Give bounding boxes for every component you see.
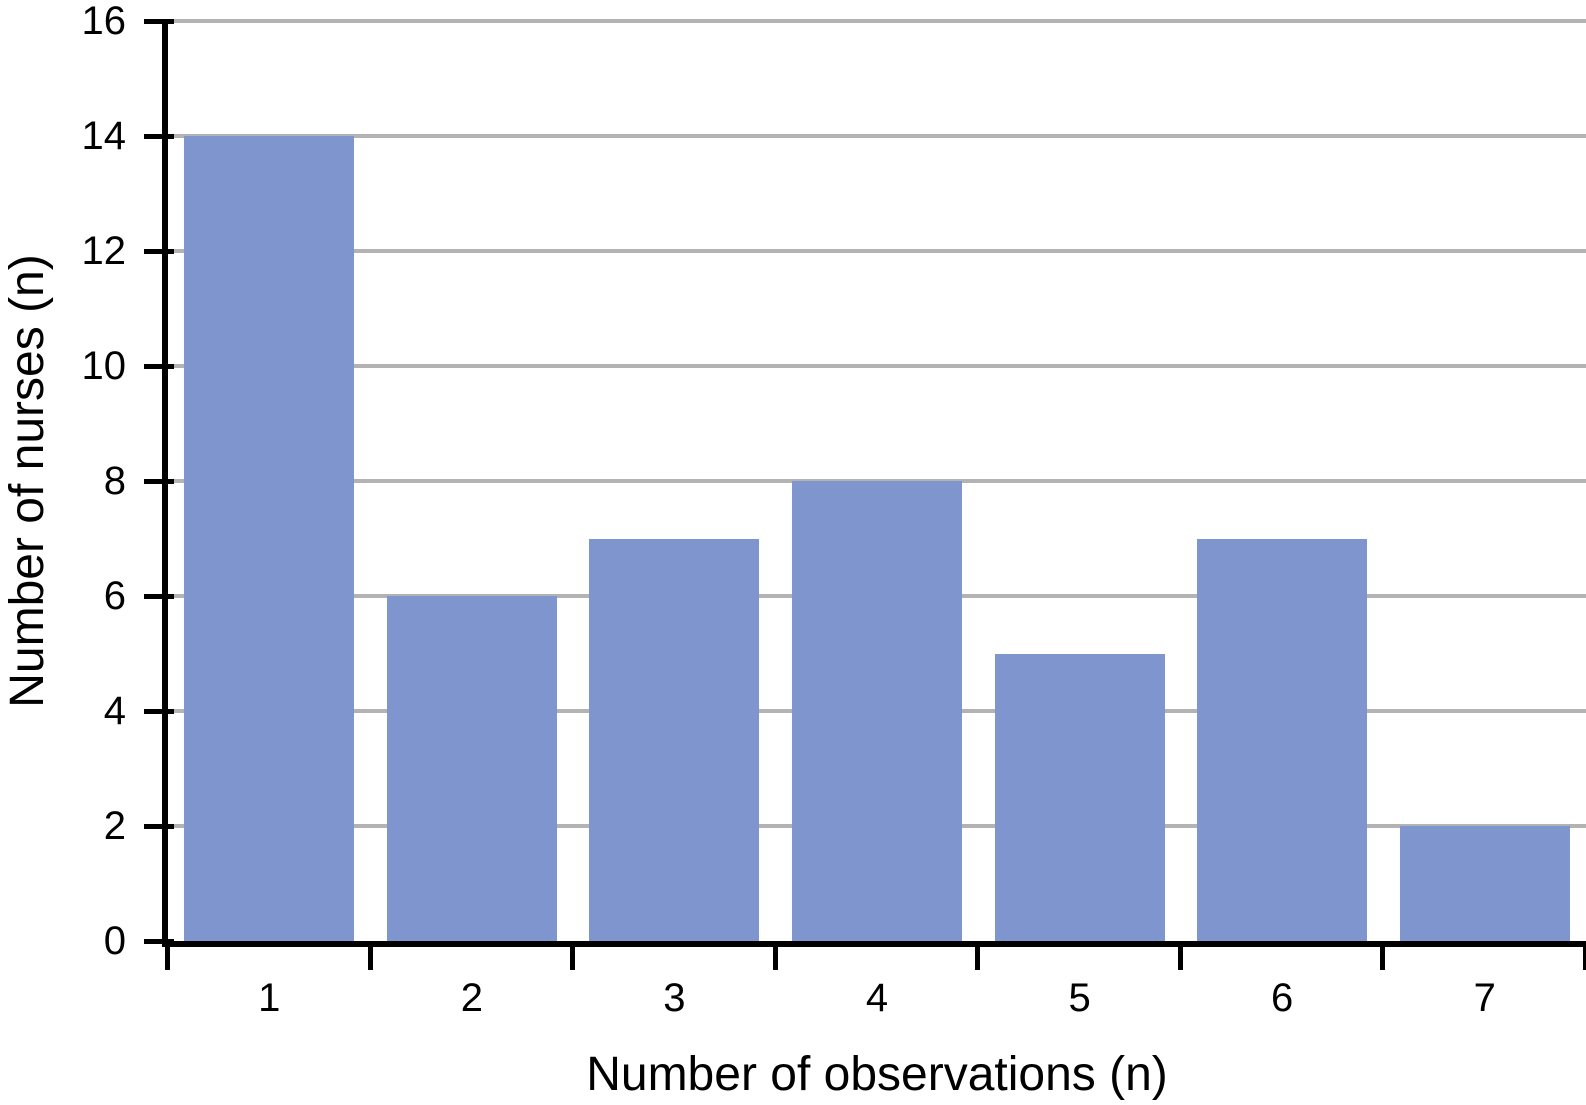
y-tick-label: 6 [103, 574, 126, 618]
y-tick [144, 249, 174, 254]
y-tick-label: 12 [81, 229, 127, 273]
x-tick [570, 941, 576, 970]
gridline [168, 249, 1586, 253]
x-axis-line [162, 941, 1586, 947]
bar [994, 653, 1165, 941]
bar [589, 538, 760, 941]
x-tick [165, 941, 170, 970]
x-tick [367, 941, 373, 970]
gridline [168, 134, 1586, 138]
x-tick [1177, 941, 1183, 970]
x-axis-title: Number of observations (n) [586, 1048, 1168, 1101]
y-tick [144, 134, 174, 139]
x-tick-label: 2 [460, 976, 483, 1020]
bar [184, 136, 355, 941]
x-tick-label: 6 [1271, 976, 1294, 1020]
bar [792, 481, 962, 941]
x-tick-label: 5 [1068, 976, 1091, 1020]
x-tick [1380, 941, 1386, 970]
bar [386, 596, 557, 941]
bar [1197, 538, 1368, 941]
y-tick-label: 8 [103, 459, 126, 503]
y-tick [144, 479, 174, 484]
y-tick [144, 824, 174, 829]
gridline [168, 364, 1586, 368]
y-tick-label: 10 [81, 344, 127, 388]
x-tick-label: 1 [258, 976, 281, 1020]
y-tick-label: 2 [103, 804, 126, 848]
x-tick-label: 4 [865, 976, 889, 1020]
x-tick [1583, 941, 1586, 970]
bar [1399, 826, 1570, 941]
x-tick-label: 3 [663, 976, 686, 1020]
x-tick [772, 941, 778, 970]
y-tick-label: 14 [81, 114, 127, 158]
x-tick-label: 7 [1473, 976, 1496, 1020]
x-tick [975, 941, 981, 970]
y-tick-label: 16 [81, 0, 127, 43]
y-tick [144, 19, 174, 24]
y-tick [144, 364, 174, 369]
y-tick-label: 4 [103, 689, 126, 733]
y-tick-label: 0 [103, 919, 126, 963]
y-tick [144, 594, 174, 599]
y-tick [144, 939, 174, 944]
gridline [168, 19, 1586, 23]
y-tick [144, 709, 174, 714]
